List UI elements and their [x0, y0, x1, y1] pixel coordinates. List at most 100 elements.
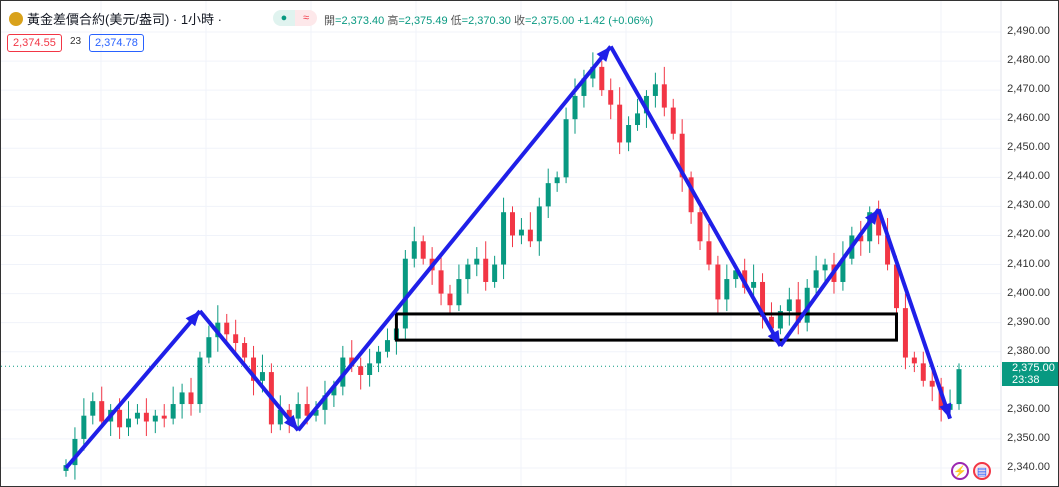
candle-body: [259, 372, 265, 381]
candle-body: [72, 438, 78, 466]
candle-body: [438, 270, 444, 294]
trend-arrow: [64, 309, 202, 470]
y-tick-label: 2,430.00: [1007, 199, 1050, 212]
candle-body: [572, 95, 578, 120]
candle-body: [170, 404, 176, 419]
candle-body: [188, 392, 194, 405]
candle-body: [804, 287, 810, 323]
symbol-header[interactable]: 黃金差價合約(美元/盎司) · 1小時 ·: [9, 9, 222, 28]
candle-body: [527, 229, 533, 242]
candle-body: [670, 107, 676, 134]
candle-body: [367, 363, 373, 375]
y-tick-label: 2,460.00: [1007, 112, 1050, 125]
sell-price-button[interactable]: 2,374.55: [7, 34, 62, 52]
spread-label: 23: [70, 36, 82, 47]
candle-body: [143, 412, 149, 422]
symbol-title: 黃金差價合約(美元/盎司) · 1小時 ·: [27, 12, 222, 27]
candle-body: [813, 270, 819, 288]
candle-body: [599, 66, 605, 91]
candle-body: [885, 235, 891, 265]
candle-body: [661, 84, 667, 108]
candle-body: [822, 264, 828, 271]
candle-body: [224, 322, 230, 335]
candle-body: [733, 270, 739, 280]
candle-body: [911, 357, 917, 364]
candle-body: [206, 337, 212, 358]
candle-body: [697, 212, 703, 242]
candle-body: [608, 90, 614, 105]
candle-body: [858, 235, 864, 242]
candle-body: [876, 212, 882, 236]
y-tick-label: 2,340.00: [1007, 461, 1050, 473]
y-tick-label: 2,420.00: [1007, 228, 1050, 241]
y-tick-label: 2,360.00: [1007, 402, 1050, 415]
candle-body: [63, 465, 69, 471]
y-tick-label: 2,450.00: [1007, 141, 1050, 154]
candle-body: [358, 366, 364, 375]
current-price-badge: 2,375.00 23:38: [1002, 362, 1058, 386]
lightning-icon[interactable]: ⚡: [951, 462, 969, 480]
ohlc-legend: 開=2,373.40 高=2,375.49 低=2,370.30 收=2,375…: [324, 15, 654, 27]
candle-body: [626, 125, 632, 143]
support-box: [394, 312, 898, 342]
candle-body: [420, 241, 426, 259]
candle-body: [384, 340, 390, 352]
candle-body: [322, 395, 328, 410]
candle-body: [456, 279, 462, 306]
trend-arrow: [876, 208, 952, 420]
candle-body: [920, 363, 926, 381]
candle-body: [376, 351, 382, 364]
candle-body: [777, 311, 783, 329]
candle-body: [483, 258, 489, 282]
candle-body: [554, 177, 560, 184]
candle-body: [786, 299, 792, 312]
status-indicators[interactable]: ● ≈: [273, 10, 317, 26]
gold-logo-icon: [9, 11, 23, 26]
buy-price-button[interactable]: 2,374.78: [89, 34, 144, 52]
candle-body: [152, 415, 158, 422]
market-open-dot-icon[interactable]: ●: [273, 10, 295, 26]
arrowhead: [939, 402, 952, 419]
candle-body: [161, 415, 167, 419]
candle-body: [635, 113, 641, 126]
y-tick-label: 2,490.00: [1007, 25, 1050, 37]
candle-body: [581, 78, 587, 96]
trend-arrow: [198, 309, 300, 432]
candle-body: [760, 281, 766, 317]
candle-body: [233, 334, 239, 344]
candle-body: [617, 104, 623, 143]
candle-body: [768, 316, 774, 329]
y-tick-label: 2,410.00: [1007, 257, 1050, 270]
y-tick-label: 2,390.00: [1007, 315, 1050, 328]
y-tick-label: 2,400.00: [1007, 286, 1050, 299]
candle-body: [474, 258, 480, 265]
arrowhead: [864, 209, 879, 225]
y-tick-label: 2,470.00: [1007, 83, 1050, 96]
candle-body: [643, 95, 649, 114]
candle-body: [134, 412, 140, 419]
candle-body: [99, 401, 105, 422]
candle-body: [679, 133, 685, 178]
candle-body: [277, 409, 283, 425]
candle-body: [242, 343, 248, 358]
approx-icon[interactable]: ≈: [295, 10, 317, 26]
arrowhead: [185, 311, 200, 327]
candle-body: [715, 264, 721, 300]
candle-body: [251, 357, 257, 381]
candle-body: [313, 409, 319, 416]
candle-body: [545, 183, 551, 207]
candle-body: [706, 241, 712, 265]
candle-body: [492, 264, 498, 282]
candle-body: [179, 392, 185, 405]
candle-body: [867, 212, 873, 242]
trend-arrow: [778, 208, 881, 348]
arrowhead: [596, 46, 611, 62]
candle-body: [126, 418, 132, 428]
candle-body: [751, 281, 757, 288]
candle-body: [501, 212, 507, 265]
candle-body: [295, 404, 301, 419]
candle-body: [510, 212, 515, 236]
us-flag-icon[interactable]: ▤: [973, 462, 991, 480]
trend-arrow: [608, 45, 783, 347]
